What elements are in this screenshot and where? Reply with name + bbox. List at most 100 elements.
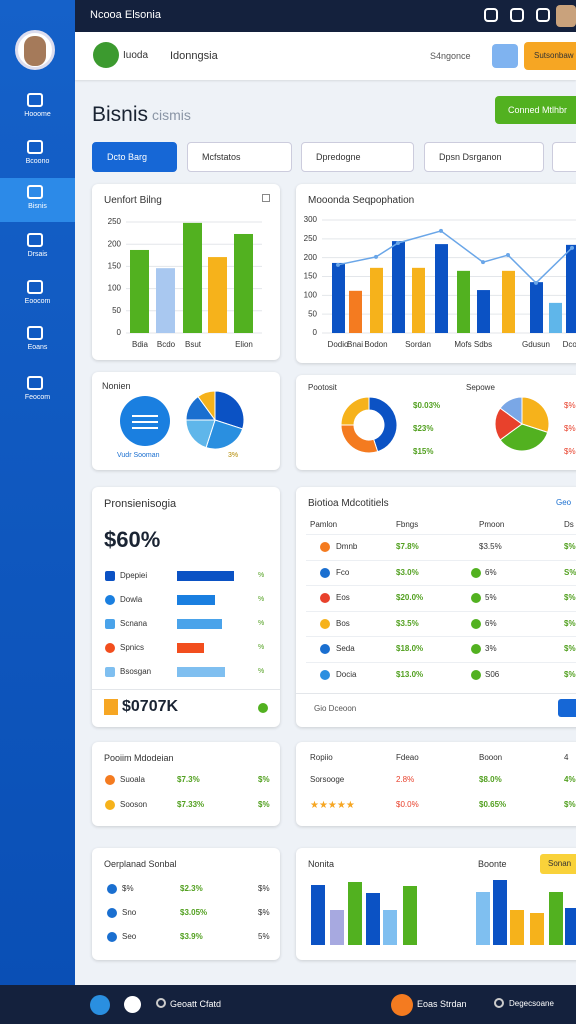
- bar: [476, 892, 490, 945]
- status-dot: [471, 618, 481, 629]
- y-tick-label: 0: [313, 328, 318, 337]
- cell: $0.0%: [396, 800, 419, 809]
- row-divider: [306, 585, 576, 586]
- cell: $%: [258, 884, 270, 893]
- nav-label[interactable]: Bisnis: [28, 203, 47, 210]
- nav-label[interactable]: Eoans: [27, 344, 48, 351]
- y-tick-label: 150: [108, 262, 122, 271]
- icon[interactable]: [90, 995, 110, 1015]
- icon[interactable]: [510, 8, 524, 22]
- social-card: Oerplanad Sonbal $% $2.3% $% Sno $3.05% $% Seo $…: [92, 848, 280, 960]
- cell: $7.8%: [396, 542, 419, 551]
- filter[interactable]: [552, 142, 576, 172]
- button[interactable]: [558, 699, 576, 717]
- bar: [412, 267, 425, 333]
- line-point: [439, 228, 443, 233]
- slice: [340, 396, 370, 426]
- bar: [403, 886, 417, 945]
- close-icon[interactable]: [262, 194, 270, 202]
- nav-icon[interactable]: [27, 326, 43, 340]
- button[interactable]: Sutsonbaw: [524, 42, 576, 70]
- brand: Iuoda: [123, 50, 149, 61]
- y-tick-label: 250: [304, 234, 318, 243]
- icon[interactable]: [124, 996, 141, 1013]
- nav-label[interactable]: Feocom: [24, 394, 51, 401]
- row-icon: [107, 932, 117, 942]
- bar: [502, 270, 515, 333]
- filter[interactable]: Dpredogne: [301, 142, 414, 172]
- nav-icon[interactable]: [27, 185, 43, 199]
- nav-label[interactable]: Eoocom: [24, 298, 51, 305]
- cell: 4%: [564, 775, 576, 784]
- logo: [93, 42, 119, 68]
- cell: Bos: [336, 618, 350, 628]
- cell: $3.05%: [180, 908, 208, 917]
- pie-label: $%: [564, 401, 576, 410]
- filter[interactable]: Mcfstatos: [187, 142, 292, 172]
- status-dot: [471, 669, 481, 680]
- caption: Vudr Sooman: [117, 452, 160, 459]
- icon[interactable]: [484, 8, 498, 22]
- nav-icon[interactable]: [27, 376, 43, 390]
- filter[interactable]: Dcto Barg: [92, 142, 177, 172]
- row-label: Scnana: [120, 619, 148, 628]
- header: Iuoda Idonngsia S4ngonce Sutsonbaw: [75, 32, 576, 80]
- bar: [530, 282, 543, 333]
- y-tick-label: 0: [117, 328, 122, 337]
- cell: 3%: [485, 644, 497, 653]
- nav-icon[interactable]: [27, 93, 43, 107]
- bar: [366, 893, 380, 945]
- nav-icon[interactable]: [27, 140, 43, 154]
- bar: [330, 910, 344, 945]
- row-label: Spnics: [120, 643, 145, 652]
- link[interactable]: Geo: [556, 498, 572, 507]
- y-tick-label: 150: [304, 272, 318, 281]
- slice: [499, 396, 523, 425]
- row-icon: [320, 644, 330, 654]
- bar: [510, 910, 524, 945]
- bar: [183, 222, 202, 333]
- cell: $3.5%: [396, 618, 419, 628]
- chart-svg: [311, 880, 576, 945]
- card-title: Pootosit: [308, 383, 337, 392]
- filter[interactable]: Dpsn Dsrganon: [424, 142, 544, 172]
- filter-label: Dcto Barg: [107, 152, 148, 162]
- button[interactable]: Sonan: [540, 854, 576, 874]
- icon-button[interactable]: [492, 44, 518, 68]
- action-button[interactable]: Conned Mtlhbr: [495, 96, 576, 124]
- y-tick-label: 200: [304, 253, 318, 262]
- cell: $2.3%: [180, 884, 203, 893]
- cell: $%: [564, 542, 576, 551]
- table-header: Fdeao: [396, 753, 419, 762]
- filter-label: Dpsn Dsrganon: [439, 152, 502, 162]
- card-title: Nonien: [102, 381, 131, 391]
- filter-label: Dpredogne: [316, 152, 361, 162]
- nav-icon[interactable]: [27, 233, 43, 247]
- icon[interactable]: [391, 994, 413, 1016]
- y-tick-label: 50: [112, 306, 121, 315]
- progress-card: Pronsienisogia $60% Dpepiei% Dowla% Scnana% S…: [92, 487, 280, 727]
- nav-icon[interactable]: [27, 280, 43, 294]
- app-title: Ncooa Elsonia: [90, 9, 161, 21]
- row-icon: [107, 884, 117, 894]
- table-header: Pmoon: [479, 520, 505, 529]
- cell: $%: [564, 593, 576, 602]
- button-label: Sonan: [548, 859, 572, 868]
- x-tick-label: Sordan: [405, 340, 431, 349]
- bar: [383, 910, 397, 945]
- y-tick-label: 250: [108, 217, 122, 226]
- models-card: Pooiim Mdodeian Suoala $7.3% $% Sooson $7.33%…: [92, 742, 280, 826]
- card-title: Sepowe: [466, 383, 495, 392]
- cell: $%: [258, 800, 270, 809]
- row-unit: %: [258, 644, 265, 651]
- cell: Dmnb: [336, 542, 358, 551]
- cell: Sorsooge: [310, 775, 345, 784]
- icon[interactable]: [536, 8, 550, 22]
- nav-label[interactable]: Bcoono: [25, 158, 50, 165]
- bar: [348, 882, 362, 945]
- bar: [566, 244, 576, 333]
- nav-label[interactable]: Hooome: [24, 111, 51, 118]
- table-card: Biotioa Mdcotitiels Geo Pamlon Fbngs Pmoon Ds…: [296, 487, 576, 727]
- cell: $%: [258, 775, 270, 784]
- nav-label[interactable]: Drsais: [27, 251, 48, 258]
